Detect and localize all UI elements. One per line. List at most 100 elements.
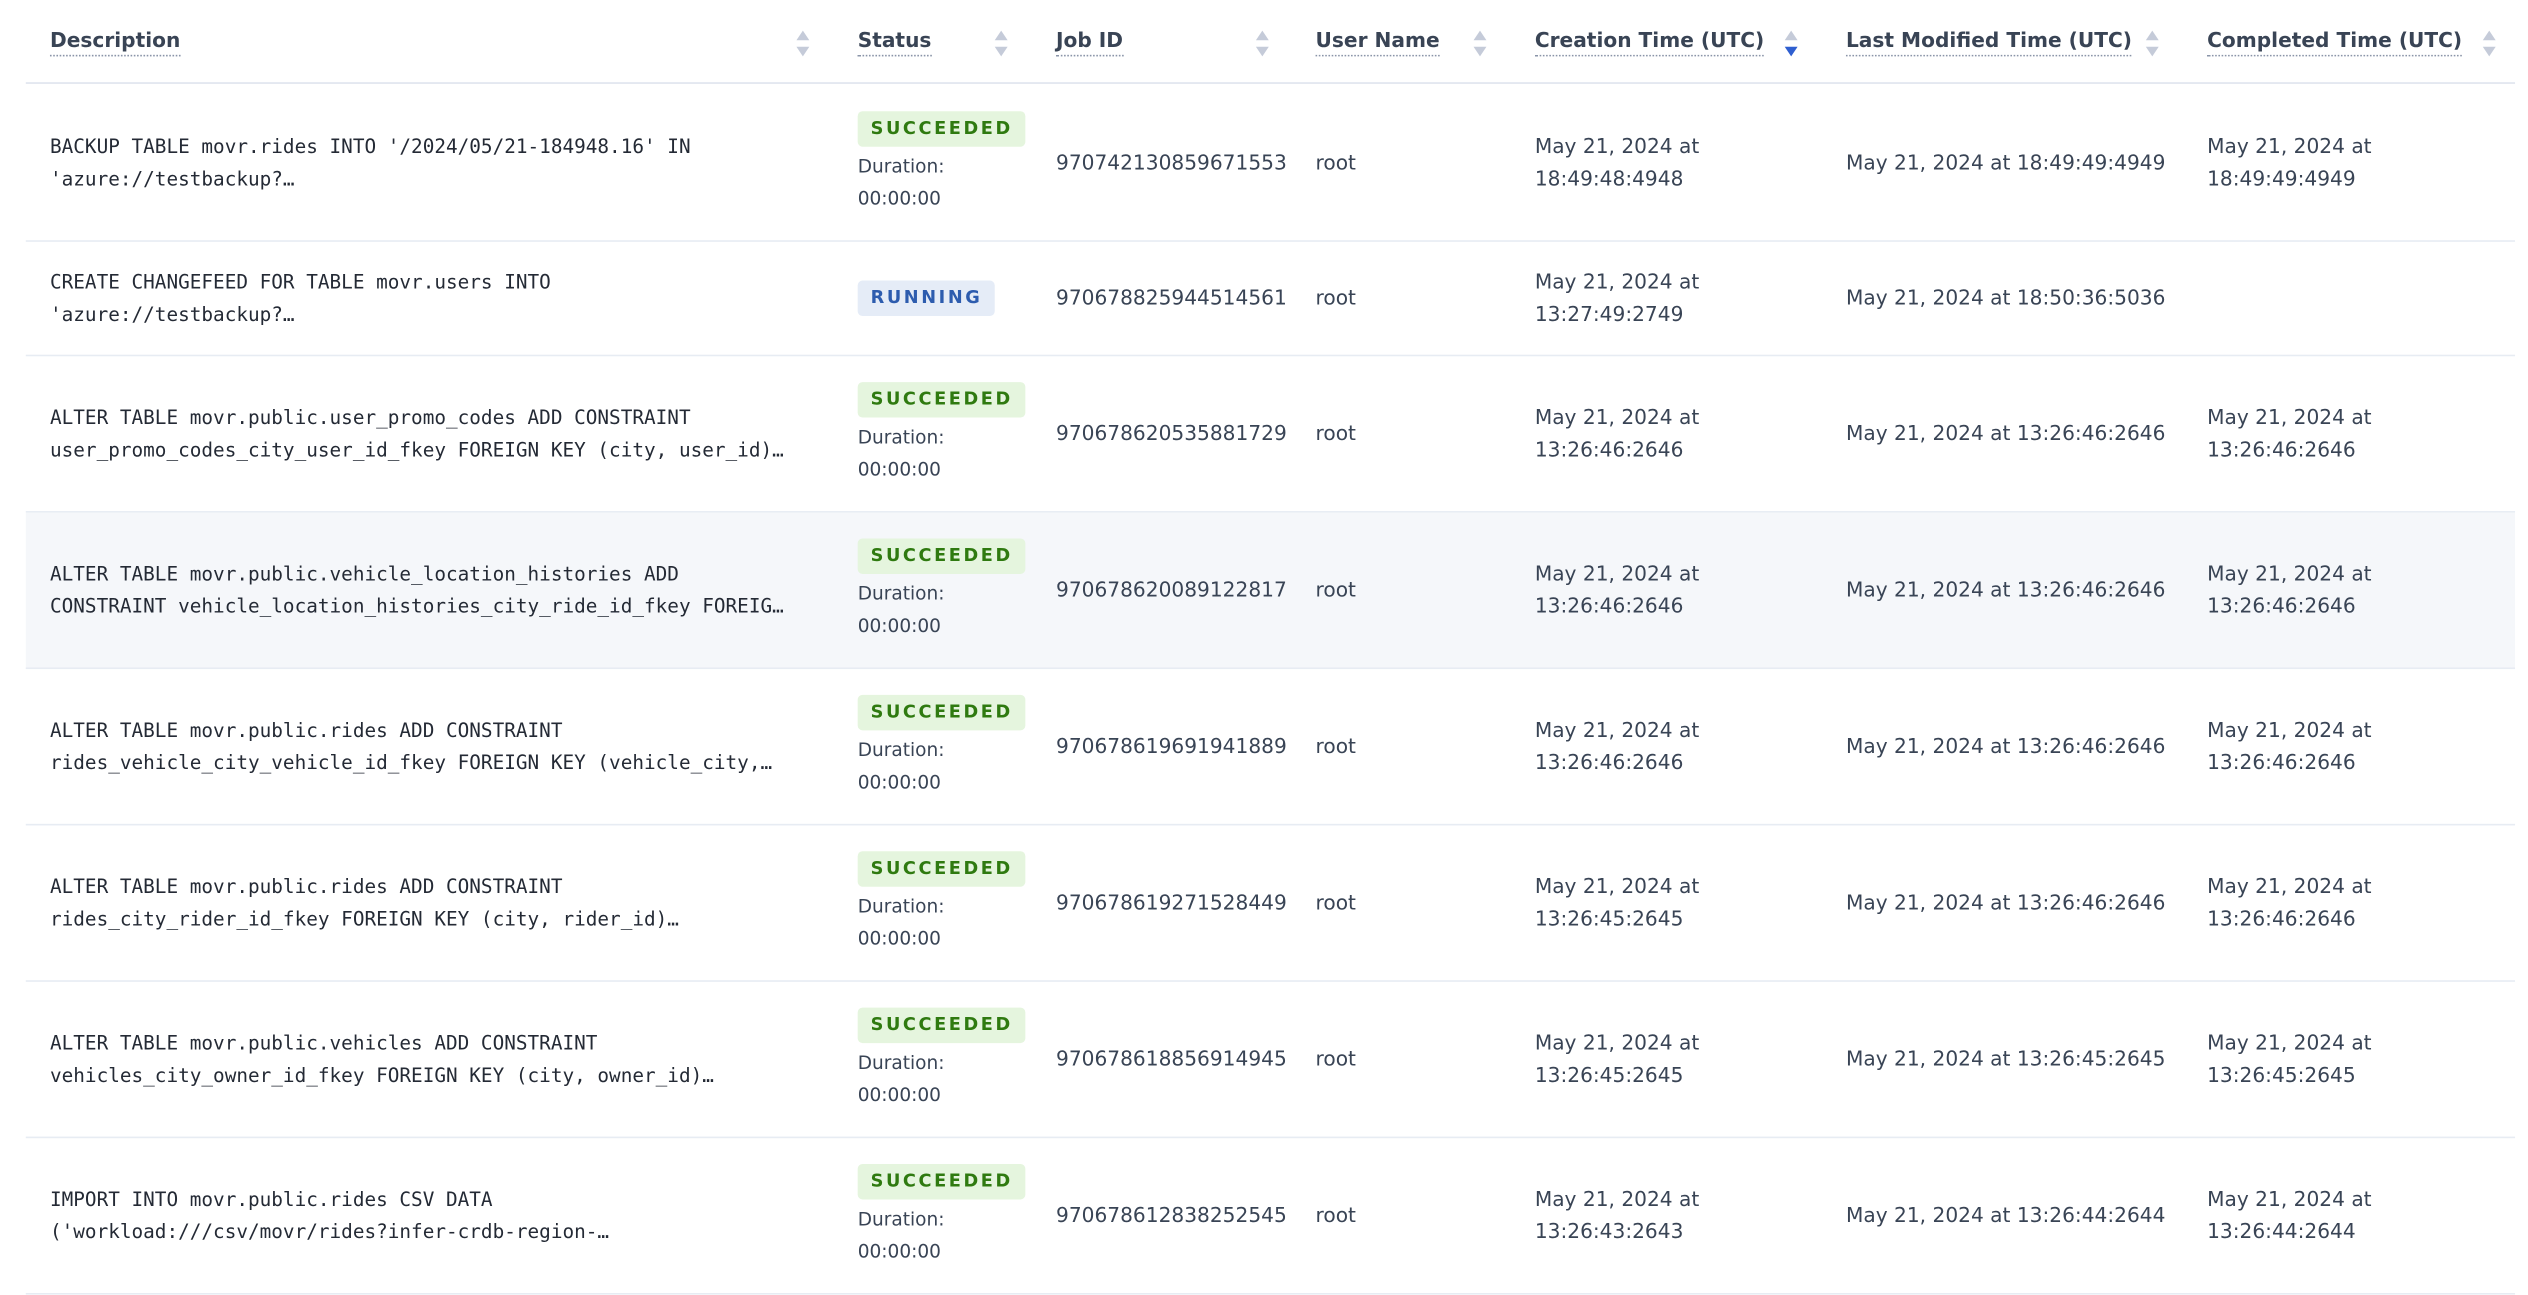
description-line: BACKUP TABLE movr.rides INTO '/2024/05/2… (49, 134, 691, 158)
user-name: root (1315, 1046, 1356, 1071)
duration-value: 00:00:00 (857, 614, 941, 637)
user-name: root (1315, 889, 1356, 915)
user-name: root (1315, 285, 1356, 310)
column-header[interactable]: Creation Time (UTC) (1534, 26, 1765, 57)
description-line: vehicles_city_owner_id_fkey FOREIGN KEY … (49, 1064, 714, 1087)
table-cell: root (1316, 84, 1356, 240)
table-cell: 970678825944514561 (1056, 242, 1287, 355)
job-id: 970678619271528449 (1055, 889, 1287, 915)
sort-icon[interactable] (795, 29, 811, 58)
table-cell: ALTER TABLE movr.public.vehicles ADD CON… (50, 982, 714, 1137)
creation-time: May 21, 2024 at 13:26:46:2646 (1534, 561, 1700, 618)
creation-time: May 21, 2024 at 13:26:46:2646 (1534, 717, 1700, 774)
description-line: ALTER TABLE movr.public.vehicle_location… (49, 562, 679, 586)
status-badge: SUCCEEDED (857, 694, 1026, 731)
description-line: CREATE CHANGEFEED FOR TABLE movr.users I… (49, 270, 551, 294)
duration: Duration: 00:00:00 (858, 1046, 1026, 1110)
table-cell: SUCCEEDED Duration: 00:00:00 (857, 1138, 1026, 1293)
table-row[interactable]: ALTER TABLE movr.public.rides ADD CONSTR… (25, 669, 2516, 826)
table-cell: May 21, 2024 at 13:26:46:2646 (1846, 669, 2165, 824)
status-badge: SUCCEEDED (857, 538, 1026, 574)
description-line: rides_city_rider_id_fkey FOREIGN KEY (ci… (49, 907, 679, 931)
duration-value: 00:00:00 (857, 1239, 941, 1263)
status-badge: SUCCEEDED (857, 1007, 1026, 1044)
table-row[interactable]: CREATE CHANGEFEED FOR TABLE movr.users I… (25, 242, 2516, 357)
job-id: 970678612838252545 (1055, 1202, 1287, 1227)
job-id: 970678620535881729 (1055, 420, 1287, 445)
user-name: root (1315, 1202, 1356, 1227)
column-header[interactable]: Last Modified Time (UTC) (1845, 26, 2133, 57)
user-name: root (1315, 420, 1356, 445)
column-header[interactable]: Job ID (1055, 26, 1124, 57)
table-cell: May 21, 2024 at 13:26:46:2646 (1846, 825, 2165, 980)
creation-time: May 21, 2024 at 13:26:46:2646 (1534, 404, 1700, 462)
last-modified-time: May 21, 2024 at 18:49:49:4949 (1845, 149, 2166, 174)
table-cell: May 21, 2024 at 13:26:46:2646 (1535, 356, 1737, 511)
table-row[interactable]: ALTER TABLE movr.public.vehicle_location… (25, 512, 2516, 670)
table-cell: root (1316, 1138, 1356, 1293)
table-cell: May 21, 2024 at 13:27:49:2749 (1535, 242, 1737, 355)
completed-time: May 21, 2024 at 13:26:46:2646 (2207, 404, 2372, 462)
column-header[interactable]: User Name (1315, 26, 1440, 57)
column-header[interactable]: Status (857, 26, 932, 57)
column-header[interactable]: Description (49, 26, 181, 57)
table-cell: May 21, 2024 at 13:26:45:2645 (2207, 982, 2409, 1137)
description-line: 'azure://testbackup?… (49, 166, 295, 190)
table-cell: May 21, 2024 at 13:26:45:2645 (1846, 982, 2165, 1137)
user-name: root (1315, 733, 1356, 758)
table-row[interactable]: ALTER TABLE movr.public.vehicles ADD CON… (25, 982, 2516, 1139)
table-cell: May 21, 2024 at 18:50:36:5036 (1846, 242, 2165, 355)
table-cell: BACKUP TABLE movr.rides INTO '/2024/05/2… (50, 84, 691, 240)
table-cell: root (1316, 825, 1356, 980)
duration-label: Duration: (857, 425, 945, 449)
duration: Duration: 00:00:00 (858, 890, 1026, 954)
status-badge: SUCCEEDED (857, 1164, 1026, 1200)
table-cell: ALTER TABLE movr.public.user_promo_codes… (50, 356, 784, 511)
table-row[interactable]: IMPORT INTO movr.public.rides CSV DATA ('… (25, 1138, 2516, 1295)
description-line: ('workload:///csv/movr/rides?infer-crdb-… (49, 1220, 610, 1244)
table-cell: May 21, 2024 at 18:49:49:4949 (2207, 84, 2409, 240)
table-cell: May 21, 2024 at 13:26:46:2646 (1535, 513, 1737, 668)
table-row[interactable]: ALTER TABLE movr.public.rides ADD CONSTR… (25, 825, 2516, 982)
column-header[interactable]: Completed Time (UTC) (2207, 26, 2463, 57)
creation-time: May 21, 2024 at 13:26:43:2643 (1534, 1186, 1700, 1244)
table-cell: SUCCEEDED Duration: 00:00:00 (857, 825, 1026, 980)
last-modified-time: May 21, 2024 at 13:26:46:2646 (1845, 889, 2166, 915)
sort-icon[interactable] (1783, 29, 1799, 58)
creation-time: May 21, 2024 at 18:49:48:4948 (1534, 133, 1700, 190)
table-cell: RUNNING (857, 242, 996, 355)
duration-label: Duration: (857, 894, 945, 918)
table-cell: May 21, 2024 at 13:26:44:2644 (1846, 1138, 2165, 1293)
table-cell: root (1316, 356, 1356, 511)
table-cell: May 21, 2024 at 18:49:49:4949 (1846, 84, 2165, 240)
user-name: root (1315, 149, 1356, 174)
table-row[interactable]: BACKUP TABLE movr.rides INTO '/2024/05/2… (25, 84, 2516, 242)
table-cell: May 21, 2024 at 18:49:48:4948 (1535, 84, 1737, 240)
description-line: rides_vehicle_city_vehicle_id_fkey FOREI… (49, 751, 773, 774)
table-cell: 970678619271528449 (1056, 825, 1287, 980)
sort-icon[interactable] (2144, 29, 2160, 58)
last-modified-time: May 21, 2024 at 13:26:46:2646 (1845, 733, 2166, 758)
description-line: 'azure://testbackup?… (49, 303, 295, 326)
table-cell: May 21, 2024 at 13:26:46:2646 (2207, 825, 2409, 980)
job-id: 970678619691941889 (1055, 733, 1287, 758)
duration-value: 00:00:00 (857, 1083, 941, 1106)
duration-label: Duration: (857, 1207, 945, 1231)
status-badge: RUNNING (857, 280, 996, 316)
sort-icon[interactable] (993, 29, 1009, 58)
sort-icon[interactable] (2481, 29, 2497, 58)
duration-label: Duration: (857, 153, 945, 177)
table-row[interactable]: ALTER TABLE movr.public.user_promo_codes… (25, 356, 2516, 513)
last-modified-time: May 21, 2024 at 13:26:46:2646 (1845, 577, 2166, 602)
status-badge: SUCCEEDED (857, 382, 1026, 418)
user-name: root (1315, 577, 1356, 602)
sort-icon[interactable] (1254, 29, 1270, 58)
table-cell: root (1316, 982, 1356, 1137)
table-cell: 970678619691941889 (1056, 669, 1287, 824)
table-cell: root (1316, 513, 1356, 668)
duration-label: Duration: (857, 1051, 945, 1074)
description-line: ALTER TABLE movr.public.user_promo_codes… (49, 406, 691, 429)
sort-icon[interactable] (1472, 29, 1488, 58)
